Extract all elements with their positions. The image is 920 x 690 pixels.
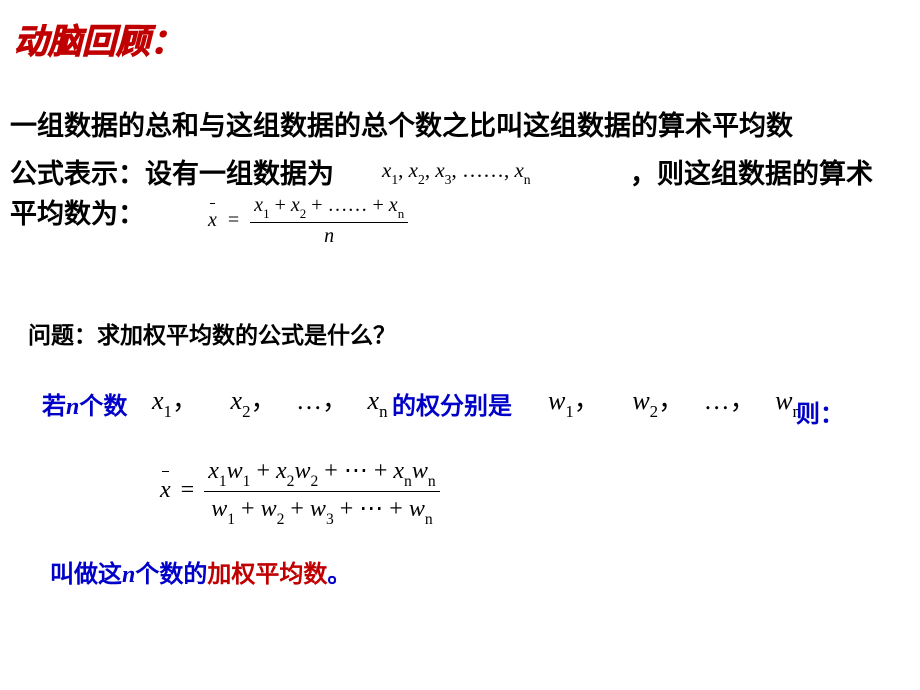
weighted-fraction: x1w1 + x2w2 + ⋯ + xnwn w1 + w2 + w3 + ⋯ … [204,456,439,527]
w-list: w1， w2， …， wn [548,380,801,420]
xbar-weighted: x [160,477,171,504]
w2: w2 [632,386,658,415]
arithmetic-mean-formula: x = x1 + x2 + …… + xn n [208,194,408,248]
formula-intro-a: 公式表示：设有一组数据为 [10,152,334,191]
xn: xn [368,386,388,415]
w1: w1 [548,386,574,415]
highlight-term: 加权平均数 [207,562,327,588]
then-label: 则： [796,394,844,429]
xbar-lhs: x [208,209,217,232]
seq-x2: x2 [409,158,425,182]
conclusion-text: 叫做这n个数的加权平均数。 [50,554,351,589]
sequence-x: x1, x2, x3, ……, xn [382,158,531,186]
formula-intro-b: ，则这组数据的算术 [630,152,873,191]
weighted-intro: 若n个数 [42,386,127,421]
mean-fraction: x1 + x2 + …… + xn n [250,194,408,248]
x-list: x1， x2， …， xn [152,380,388,420]
weight-label: 的权分别是 [392,386,512,421]
formula-intro-c: 平均数为： [10,192,145,231]
seq-x1: x1 [382,158,398,182]
x2: x2 [231,386,251,415]
question-text: 问题：求加权平均数的公式是什么？ [28,316,396,350]
seq-xn: xn [514,158,530,182]
seq-x3: x3 [435,158,451,182]
x1: x1 [152,386,172,415]
seq-dots: …… [462,158,504,182]
slide-title: 动脑回顾： [14,14,184,63]
definition-text: 一组数据的总和与这组数据的总个数之比叫这组数据的算术平均数 [10,104,793,143]
weighted-mean-formula: x = x1w1 + x2w2 + ⋯ + xnwn w1 + w2 + w3 … [160,456,440,527]
